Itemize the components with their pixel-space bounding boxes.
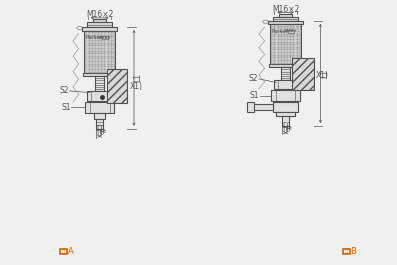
Text: EMA3: EMA3 (98, 36, 111, 39)
Bar (84, 31, 116, 73)
Text: X1): X1) (316, 71, 329, 80)
Text: Parker: Parker (85, 35, 102, 40)
Bar (268, 21, 303, 24)
Text: S2: S2 (60, 86, 69, 95)
Text: S1: S1 (250, 91, 259, 100)
Text: D1: D1 (96, 125, 106, 131)
Bar (269, 64, 303, 67)
Bar (273, 102, 299, 112)
Bar (96, 119, 103, 129)
Text: B: B (350, 247, 356, 256)
Text: EMA3: EMA3 (285, 29, 297, 33)
Text: D1: D1 (283, 122, 292, 128)
Bar (93, 19, 106, 22)
Text: M16×2: M16×2 (86, 10, 113, 19)
Bar (292, 58, 314, 90)
Bar (282, 116, 289, 126)
Text: T1: T1 (95, 130, 104, 136)
Bar (95, 76, 104, 91)
Bar (87, 22, 112, 27)
Text: L1: L1 (320, 69, 329, 78)
Text: T1: T1 (281, 127, 290, 133)
Text: M16×2: M16×2 (272, 5, 299, 14)
Bar (271, 90, 300, 101)
Bar (287, 30, 294, 33)
Text: 图: 图 (62, 249, 65, 254)
Bar (85, 102, 114, 113)
Bar (279, 14, 292, 16)
Text: S1: S1 (62, 103, 71, 112)
Bar (102, 36, 108, 39)
Text: 图: 图 (345, 249, 348, 254)
Bar (82, 27, 118, 31)
Text: L1: L1 (133, 73, 143, 82)
Bar (94, 113, 105, 119)
Bar (107, 69, 127, 103)
Bar (270, 24, 301, 64)
Bar (273, 16, 299, 21)
Bar (276, 112, 295, 116)
Bar (60, 249, 67, 254)
Bar (343, 249, 350, 254)
Text: A: A (67, 247, 73, 256)
Bar (247, 102, 254, 112)
Text: Parker: Parker (271, 29, 288, 33)
Text: X1): X1) (129, 82, 142, 91)
Bar (83, 73, 116, 76)
Bar (274, 80, 297, 89)
Bar (87, 91, 112, 101)
Text: S2: S2 (249, 74, 258, 83)
Bar (281, 67, 290, 80)
Bar (253, 104, 273, 111)
